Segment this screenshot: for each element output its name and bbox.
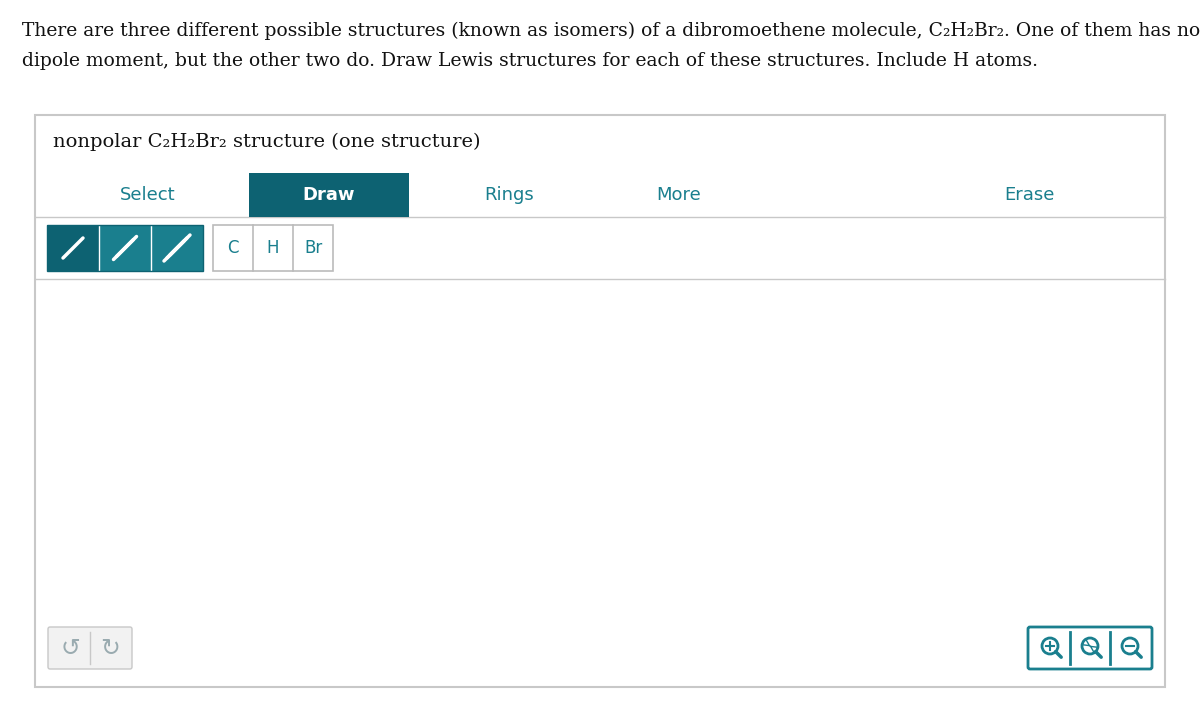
- Text: C: C: [227, 239, 239, 257]
- Text: H: H: [266, 239, 280, 257]
- FancyBboxPatch shape: [47, 225, 98, 271]
- FancyBboxPatch shape: [151, 225, 203, 271]
- FancyBboxPatch shape: [250, 173, 409, 217]
- Text: More: More: [656, 186, 702, 204]
- Text: dipole moment, but the other two do. Draw Lewis structures for each of these str: dipole moment, but the other two do. Dra…: [22, 52, 1038, 70]
- Text: ↺: ↺: [60, 636, 80, 660]
- FancyBboxPatch shape: [48, 627, 132, 669]
- Text: Select: Select: [120, 186, 176, 204]
- Text: Erase: Erase: [1004, 186, 1055, 204]
- Text: nonpolar C₂H₂Br₂ structure (one structure): nonpolar C₂H₂Br₂ structure (one structur…: [53, 133, 480, 151]
- Text: There are three different possible structures (known as isomers) of a dibromoeth: There are three different possible struc…: [22, 22, 1200, 40]
- Text: Draw: Draw: [302, 186, 355, 204]
- Text: ↻: ↻: [100, 636, 120, 660]
- Text: Br: Br: [304, 239, 322, 257]
- FancyBboxPatch shape: [214, 225, 334, 271]
- FancyBboxPatch shape: [35, 115, 1165, 687]
- Text: Rings: Rings: [485, 186, 534, 204]
- FancyBboxPatch shape: [98, 225, 151, 271]
- FancyBboxPatch shape: [1028, 627, 1152, 669]
